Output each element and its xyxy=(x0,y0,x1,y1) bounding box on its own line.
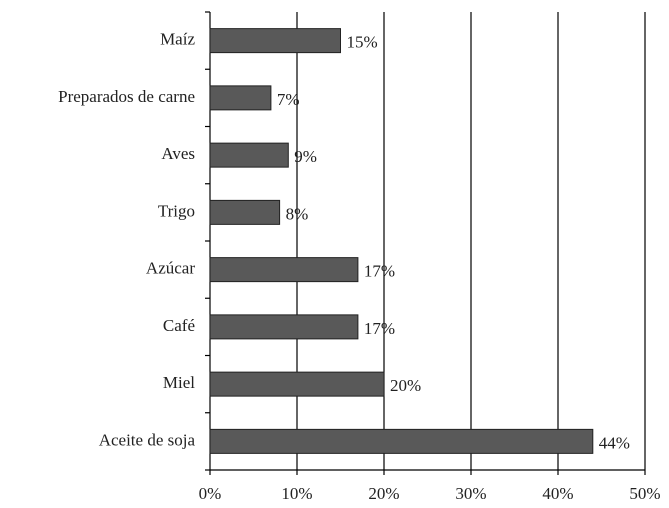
data-label: 7% xyxy=(277,90,300,109)
data-label: 8% xyxy=(286,204,309,223)
y-tick-label: Aves xyxy=(161,144,195,163)
y-tick-label: Preparados de carne xyxy=(58,87,195,106)
bar xyxy=(209,85,272,111)
data-label: 44% xyxy=(599,433,630,452)
bar xyxy=(209,371,385,397)
x-tick-label: 10% xyxy=(281,484,312,503)
data-label: 20% xyxy=(390,376,421,395)
bar xyxy=(209,199,281,225)
bar xyxy=(209,142,289,168)
y-tick-label: Aceite de soja xyxy=(99,430,196,449)
bar xyxy=(209,28,341,54)
x-tick-label: 50% xyxy=(629,484,660,503)
y-tick-label: Maíz xyxy=(160,30,195,49)
bar xyxy=(209,314,359,340)
y-tick-label: Miel xyxy=(163,373,195,392)
data-label: 17% xyxy=(364,262,395,281)
data-label: 17% xyxy=(364,319,395,338)
x-tick-label: 20% xyxy=(368,484,399,503)
x-tick-label: 40% xyxy=(542,484,573,503)
y-tick-label: Azúcar xyxy=(146,259,195,278)
y-tick-label: Café xyxy=(163,316,195,335)
bar xyxy=(209,428,594,454)
y-tick-label: Trigo xyxy=(158,201,195,220)
x-tick-label: 0% xyxy=(199,484,222,503)
data-label: 9% xyxy=(294,147,317,166)
data-label: 15% xyxy=(347,33,378,52)
x-tick-label: 30% xyxy=(455,484,486,503)
bar xyxy=(209,257,359,283)
